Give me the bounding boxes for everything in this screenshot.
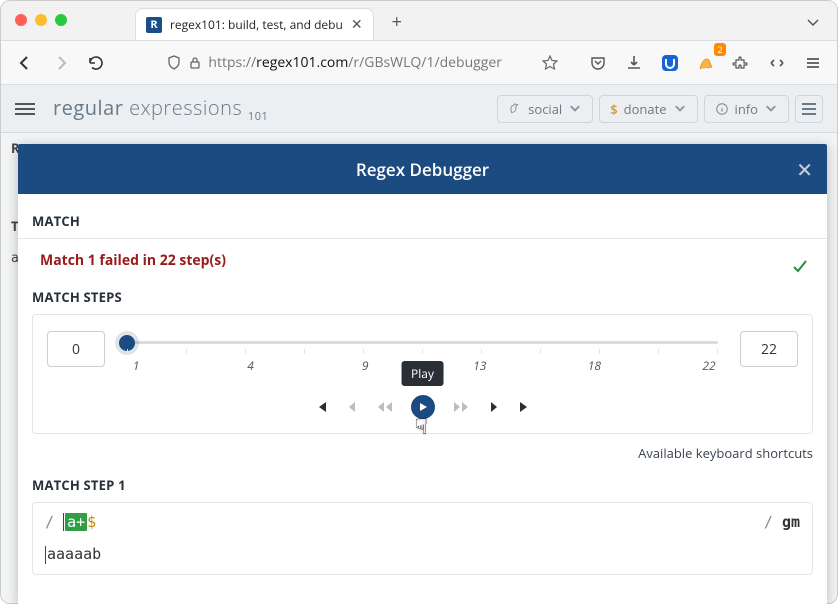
step-back-button[interactable] [345, 395, 359, 419]
donate-label: donate [624, 100, 667, 118]
pocket-icon[interactable] [584, 49, 612, 77]
donate-menu[interactable]: $ donate [599, 95, 697, 123]
info-menu[interactable]: info [704, 95, 789, 123]
back-button[interactable] [11, 49, 39, 77]
test-string-display: aaaaab [45, 545, 800, 564]
extension-badge-icon[interactable]: 2 [692, 49, 720, 77]
forward-button [47, 49, 75, 77]
regex-debugger-modal: Regex Debugger ✕ MATCH Match 1 failed in… [18, 144, 827, 604]
play-button[interactable] [411, 395, 435, 419]
maximize-window-button[interactable] [55, 14, 67, 26]
match-result-message: Match 1 failed in 22 step(s) [40, 251, 226, 270]
lock-icon [188, 56, 202, 70]
browser-toolbar: https://regex101.com/r/GBsWLQ/1/debugger… [1, 41, 837, 85]
keyboard-shortcuts-link[interactable]: Available keyboard shortcuts [32, 444, 813, 462]
chevron-down-icon [764, 102, 778, 116]
step-detail-panel: / a+$ / gm aaaaab [32, 502, 813, 575]
skip-end-button[interactable] [517, 395, 533, 419]
current-step-box: 0 [47, 331, 105, 367]
shield-icon [166, 55, 182, 71]
max-step-box: 22 [740, 331, 798, 367]
play-tooltip: Play [401, 361, 444, 386]
bookmark-icon[interactable] [542, 55, 558, 71]
social-label: social [528, 100, 562, 118]
right-menu-icon[interactable] [795, 95, 823, 123]
extension-ublock-icon[interactable] [656, 49, 684, 77]
window-controls [15, 14, 67, 26]
favicon: R [146, 17, 162, 33]
app-logo[interactable]: regular expressions 101 [53, 94, 268, 124]
close-window-button[interactable] [15, 14, 27, 26]
app-header: regular expressions 101 social $ donate … [1, 85, 837, 133]
skip-start-button[interactable] [313, 395, 329, 419]
match-steps-title: MATCH STEPS [32, 288, 813, 306]
modal-title: Regex Debugger [356, 158, 489, 181]
steps-panel: 0 1 4 9 [32, 314, 813, 434]
chevron-down-icon [568, 102, 582, 116]
close-tab-icon[interactable]: ✕ [351, 15, 363, 34]
match-section-title: MATCH [32, 212, 813, 230]
extensions-icon[interactable] [728, 49, 756, 77]
browser-tab[interactable]: R regex101: build, test, and debu ✕ [135, 8, 374, 40]
tabs-dropdown-icon[interactable] [805, 14, 821, 30]
modal-header: Regex Debugger ✕ [18, 144, 827, 194]
url-text: https://regex101.com/r/GBsWLQ/1/debugger [208, 53, 502, 72]
check-icon[interactable] [791, 257, 809, 275]
overflow-icon[interactable] [763, 49, 791, 77]
sidebar-toggle-icon[interactable] [15, 103, 35, 115]
app-menu-icon[interactable] [799, 49, 827, 77]
regex-display: / a+$ / gm [45, 513, 800, 531]
tab-title: regex101: build, test, and debu [170, 16, 343, 33]
match-step-1-title: MATCH STEP 1 [32, 476, 813, 494]
reload-button[interactable] [83, 49, 111, 77]
address-bar[interactable]: https://regex101.com/r/GBsWLQ/1/debugger [156, 53, 568, 72]
social-menu[interactable]: social [497, 95, 593, 123]
browser-titlebar: R regex101: build, test, and debu ✕ + [1, 1, 837, 41]
extension-badge-count: 2 [714, 43, 725, 56]
minimize-window-button[interactable] [35, 14, 47, 26]
new-tab-button[interactable]: + [392, 10, 402, 34]
playback-controls: Play ☟ [47, 395, 798, 419]
info-label: info [735, 100, 758, 118]
fast-back-button[interactable] [375, 395, 395, 419]
fast-forward-button[interactable] [451, 395, 471, 419]
chevron-down-icon [673, 102, 687, 116]
step-forward-button[interactable] [487, 395, 501, 419]
close-modal-button[interactable]: ✕ [796, 156, 813, 183]
download-icon[interactable] [620, 49, 648, 77]
